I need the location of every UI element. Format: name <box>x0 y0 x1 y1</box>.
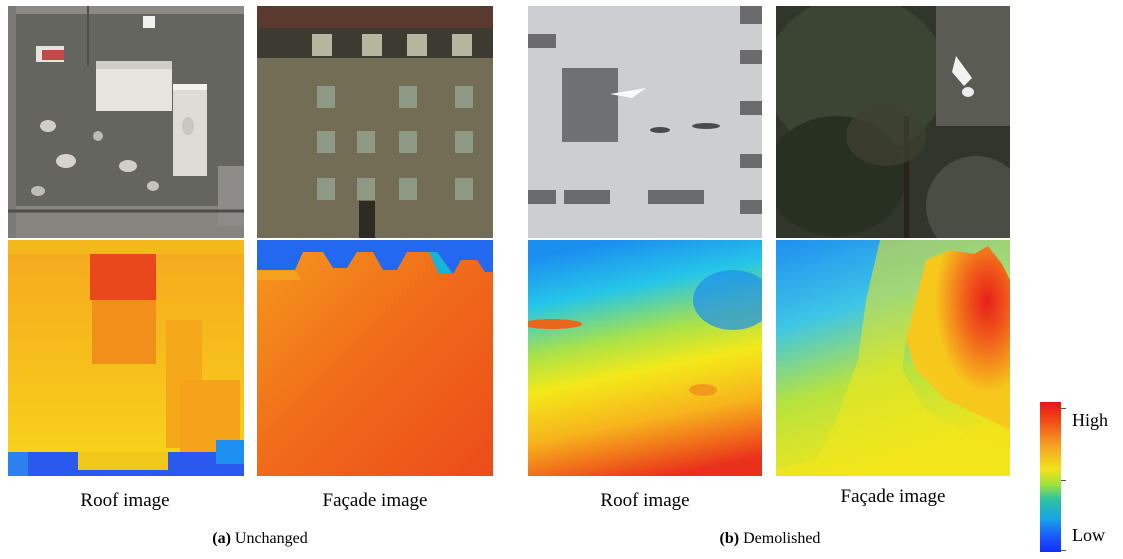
facade-image-demolished <box>776 6 1010 238</box>
caption-facade-unchanged: Façade image <box>322 490 428 511</box>
roof-image-unchanged <box>8 6 244 238</box>
colorbar-low-label: Low <box>1072 525 1105 545</box>
colorbar-tick-high <box>1061 408 1066 409</box>
roof-depth-map-demolished <box>528 240 762 476</box>
colorbar <box>1040 402 1061 552</box>
colorbar-tick-low <box>1061 550 1066 551</box>
caption-roof-unchanged: Roof image <box>80 490 170 511</box>
caption-facade-demolished: Façade image <box>840 486 946 507</box>
facade-depth-map-unchanged <box>257 240 493 476</box>
roof-image-demolished <box>528 6 762 238</box>
facade-depth-map-demolished <box>776 240 1010 476</box>
colorbar-tick-mid <box>1061 480 1066 481</box>
facade-image-unchanged <box>257 6 493 238</box>
colorbar-high-label: High <box>1072 410 1108 430</box>
roof-depth-map-unchanged <box>8 240 244 476</box>
caption-roof-demolished: Roof image <box>600 490 690 511</box>
subfigure-label-b: (b) Demolished <box>719 530 821 547</box>
subfigure-label-a: (a) Unchanged <box>212 530 308 547</box>
